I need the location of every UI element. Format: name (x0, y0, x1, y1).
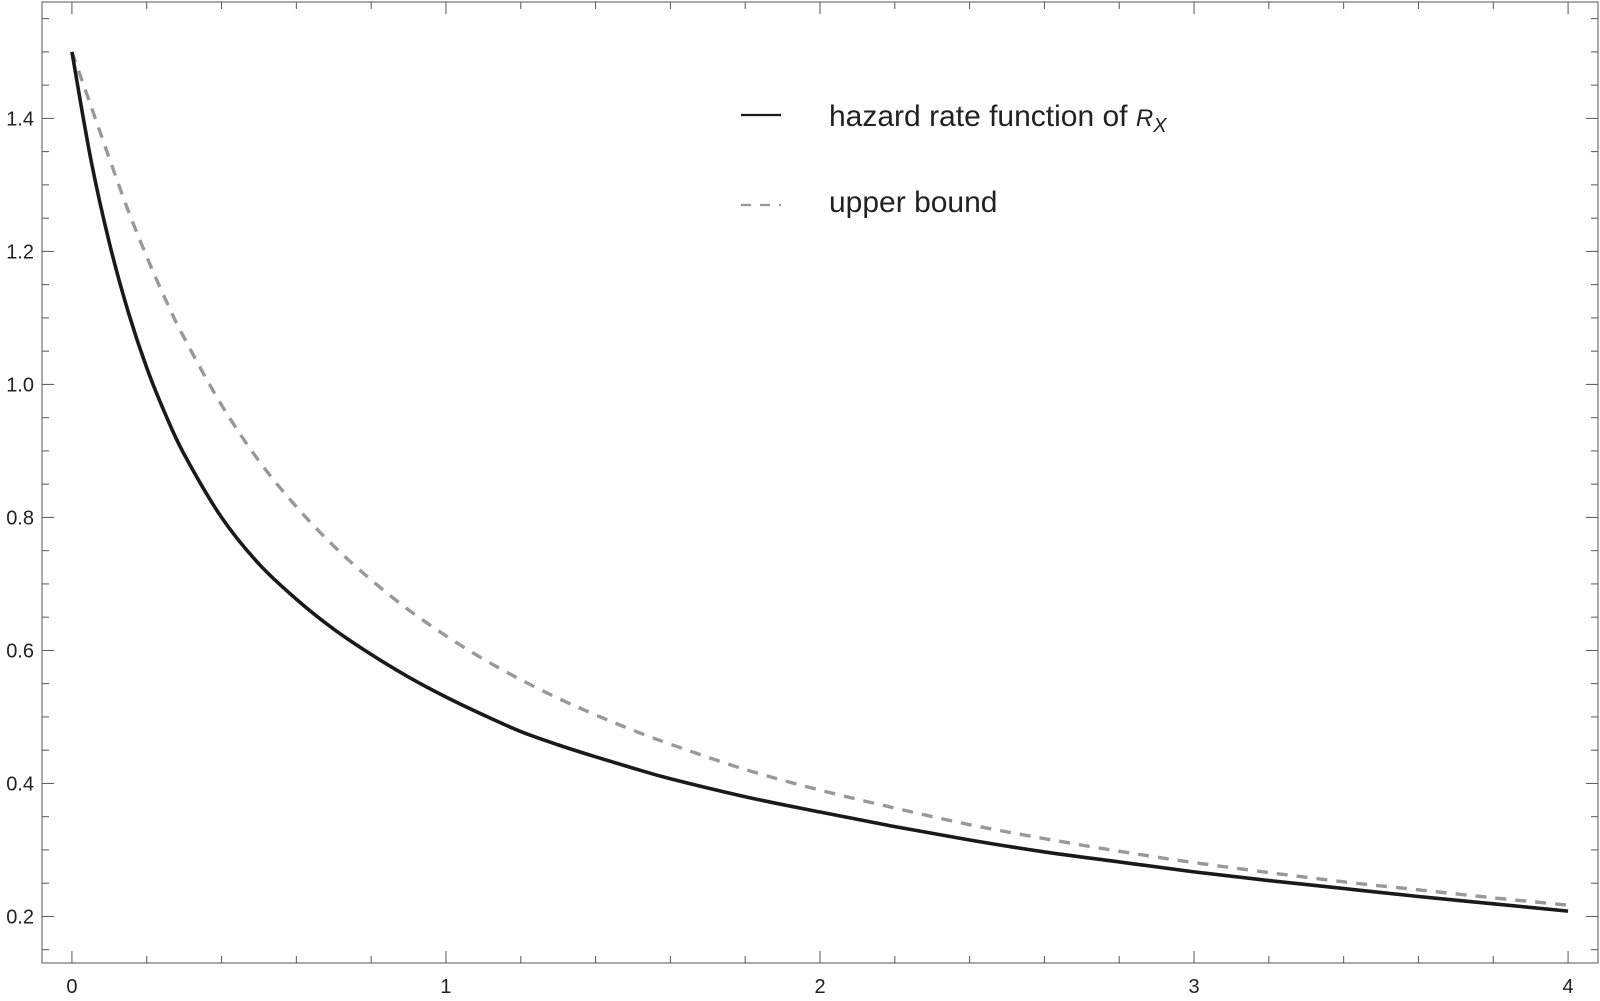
x-tick-label: 4 (1563, 976, 1574, 998)
x-tick-label: 0 (66, 976, 77, 998)
x-tick-label: 1 (440, 976, 451, 998)
x-tick-label: 2 (814, 976, 825, 998)
legend-label-math-r: R (1136, 105, 1153, 132)
series-line-hazard-rate (70, 51, 1569, 913)
y-tick-label: 1.4 (6, 108, 34, 130)
y-tick-label: 1.2 (6, 241, 34, 263)
series-lines (70, 51, 1569, 913)
axis-ticks (42, 2, 1598, 963)
legend-label-math-subscript-x: X (1152, 115, 1167, 137)
axis-tick-labels: 0 1 2 3 4 0.2 0.4 0.6 0.8 1.0 1.2 1.4 (6, 108, 1573, 998)
legend-label-upper-bound: upper bound (829, 186, 998, 219)
y-tick-label: 0.8 (6, 507, 34, 529)
legend: hazard rate function of RX upper bound (741, 100, 1167, 219)
y-tick-label: 0.2 (6, 906, 34, 928)
y-tick-label: 1.0 (6, 374, 34, 396)
legend-label-hazard-rate-text: hazard rate function of (829, 100, 1136, 133)
legend-label-hazard-rate: hazard rate function of RX (829, 100, 1167, 137)
y-tick-label: 0.6 (6, 640, 34, 662)
y-tick-label: 0.4 (6, 773, 34, 795)
x-tick-label: 3 (1188, 976, 1199, 998)
